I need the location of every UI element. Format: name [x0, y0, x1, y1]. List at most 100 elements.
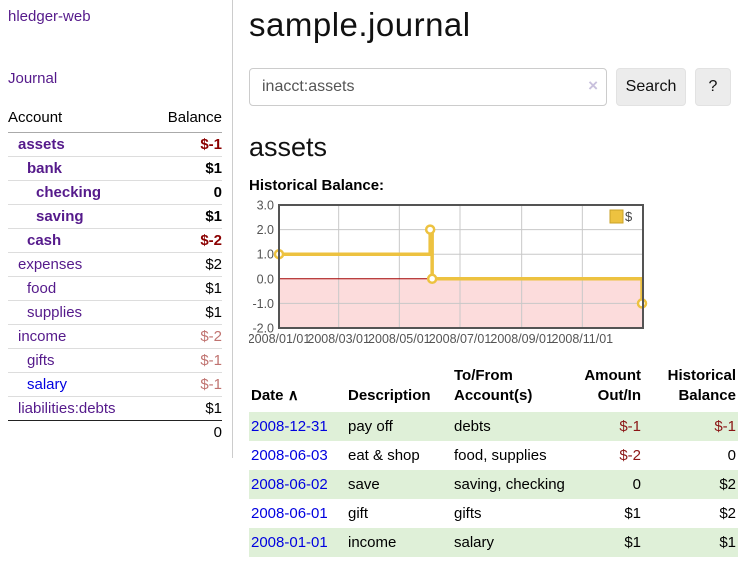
transaction-description: income [348, 533, 397, 551]
x-axis-tick-label: 2008/01/01 [249, 332, 310, 346]
column-header-accounts: To/From Account(s) [454, 367, 533, 405]
transaction-description: save [348, 475, 380, 493]
transaction-amount: $1 [624, 504, 641, 522]
x-axis-tick-label: 2008/05/01 [368, 332, 431, 346]
column-header-balance: Historical Balance [667, 367, 736, 405]
transaction-description: pay off [348, 417, 393, 435]
y-axis-tick-label: -1.0 [252, 297, 274, 311]
transaction-balance: $-1 [714, 417, 736, 435]
accounts-total-row: 0 [8, 420, 222, 444]
account-row: checking 0 [8, 180, 222, 205]
search-button[interactable]: Search [616, 68, 686, 106]
x-axis-tick-label: 2008/07/01 [429, 332, 492, 346]
account-heading: assets [249, 132, 328, 162]
transaction-date-link[interactable]: 2008-06-01 [251, 504, 328, 522]
data-point-marker [424, 224, 436, 235]
register-row: 2008-06-02 save saving, checking 0 $2 [249, 469, 738, 499]
data-point-marker [426, 273, 438, 285]
sidebar-account-assets[interactable]: assets [18, 136, 65, 153]
account-balance: $-2 [150, 228, 222, 253]
account-balance: $1 [150, 300, 222, 325]
account-balance: $-1 [200, 136, 222, 153]
transaction-date-link[interactable]: 2008-06-02 [251, 475, 328, 493]
accounts-total-value: 0 [150, 420, 222, 444]
transaction-date-link[interactable]: 2008-12-31 [251, 417, 328, 435]
page-title: sample.journal [249, 6, 471, 43]
account-balance: $1 [150, 156, 222, 181]
account-row: expenses $2 [8, 252, 222, 277]
account-balance: 0 [150, 180, 222, 205]
transaction-balance: $2 [719, 504, 736, 522]
account-balance: $-1 [150, 348, 222, 373]
brand-link[interactable]: hledger-web [8, 8, 91, 25]
sidebar-account-cash[interactable]: cash [27, 232, 62, 249]
transaction-date-link[interactable]: 2008-01-01 [251, 533, 328, 551]
sidebar-account-gifts[interactable]: gifts [27, 352, 55, 369]
column-header-description: Description [348, 387, 431, 405]
transaction-amount: $1 [624, 533, 641, 551]
column-header-amount: Amount Out/In [584, 367, 641, 405]
sidebar-account-income[interactable]: income [18, 328, 67, 345]
search-form: × Search ? [249, 68, 738, 106]
register-row: 2008-12-31 pay off debts $-1 $-1 [249, 411, 738, 441]
account-row: saving $1 [8, 204, 222, 229]
sidebar-account-supplies[interactable]: supplies [27, 304, 83, 321]
transaction-accounts: gifts [454, 504, 482, 522]
transaction-accounts: salary [454, 533, 495, 551]
y-axis-tick-label: 2.0 [257, 223, 274, 237]
account-row: cash $-2 [8, 228, 222, 253]
column-header-date[interactable]: Date ∧ [251, 387, 299, 405]
account-row: salary $-1 [8, 372, 222, 397]
register-row: 2008-01-01 income salary $1 $1 [249, 527, 738, 557]
account-row: bank $1 [8, 156, 222, 181]
transaction-accounts: debts [454, 417, 491, 435]
transaction-balance: $1 [719, 533, 736, 551]
transaction-accounts: saving, checking [454, 475, 565, 493]
x-axis-tick-label: 2008/09/01 [490, 332, 553, 346]
transaction-description: gift [348, 504, 369, 522]
accounts-header-balance: Balance [150, 106, 222, 133]
clear-search-icon[interactable]: × [588, 76, 598, 95]
main-content: sample.journal × Search ? assets Histori… [233, 0, 742, 582]
sidebar-account-expenses[interactable]: expenses [18, 256, 83, 273]
chart-title: Historical Balance: [249, 177, 385, 194]
y-axis-tick-label: 0.0 [257, 272, 274, 286]
transaction-amount: $-1 [619, 417, 641, 435]
sidebar-account-liabilities-debts[interactable]: liabilities:debts [18, 400, 116, 417]
historical-balance-chart[interactable]: $3.0 2.0 1.0 0.0 -1.0 -2.0 2008/01/01 2008/03/0… [248, 199, 738, 352]
sort-ascending-icon: ∧ [287, 387, 299, 405]
register-row: 2008-06-03 eat & shop food, supplies $-2 0 [249, 441, 738, 470]
sidebar-account-food[interactable]: food [27, 280, 57, 297]
sidebar-item-journal[interactable]: Journal [8, 70, 58, 87]
x-axis-tick-label: 2008/03/01 [307, 332, 370, 346]
account-balance: $2 [150, 252, 222, 277]
legend-label: $ [625, 209, 633, 224]
account-row: liabilities:debts $1 [8, 396, 222, 421]
transaction-date-link[interactable]: 2008-06-03 [251, 446, 328, 464]
accounts-header-account: Account [8, 106, 151, 133]
sidebar-account-saving[interactable]: saving [36, 208, 84, 225]
x-axis-tick-label: 2008/11/01 [552, 332, 614, 346]
sidebar-account-salary[interactable]: salary [27, 376, 68, 393]
account-row: supplies $1 [8, 300, 222, 325]
account-balance: $1 [150, 396, 222, 421]
y-axis-tick-label: -2.0 [252, 322, 274, 336]
legend-swatch [609, 209, 624, 224]
account-balance: $1 [150, 204, 222, 229]
transaction-accounts: food, supplies [454, 446, 547, 464]
accounts-table: Account Balance assets $-1 bank $1 checking 0… [8, 106, 222, 444]
transaction-amount: $-2 [619, 446, 641, 464]
account-row: food $1 [8, 276, 222, 301]
help-button[interactable]: ? [695, 68, 731, 106]
register-row: 2008-06-01 gift gifts $1 $2 [249, 499, 738, 528]
account-row: income $-2 [8, 324, 222, 349]
account-balance: $1 [150, 276, 222, 301]
sidebar-account-bank[interactable]: bank [27, 160, 63, 177]
search-input[interactable] [249, 68, 607, 106]
account-row: assets $-1 [8, 133, 222, 157]
transaction-balance: 0 [727, 446, 736, 464]
transaction-description: eat & shop [348, 446, 420, 464]
sidebar-account-checking[interactable]: checking [36, 184, 102, 201]
register-table: Date ∧ Description To/From Account(s) Am… [249, 364, 738, 557]
